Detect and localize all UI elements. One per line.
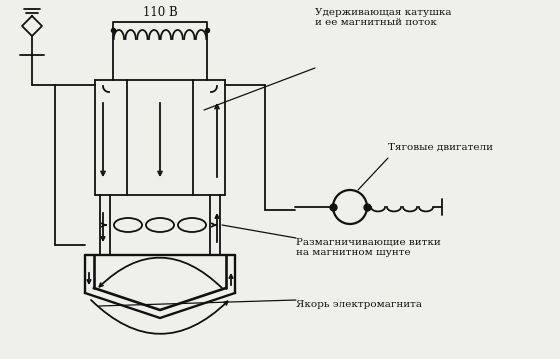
Text: Удерживающая катушка
и ее магнитный поток: Удерживающая катушка и ее магнитный пото… [315, 8, 451, 27]
Text: Тяговые двигатели: Тяговые двигатели [388, 143, 493, 152]
Text: 110 В: 110 В [143, 6, 178, 19]
Text: Якорь электромагнита: Якорь электромагнита [296, 300, 422, 309]
Text: Размагничивающие витки
на магнитном шунте: Размагничивающие витки на магнитном шунт… [296, 238, 441, 257]
